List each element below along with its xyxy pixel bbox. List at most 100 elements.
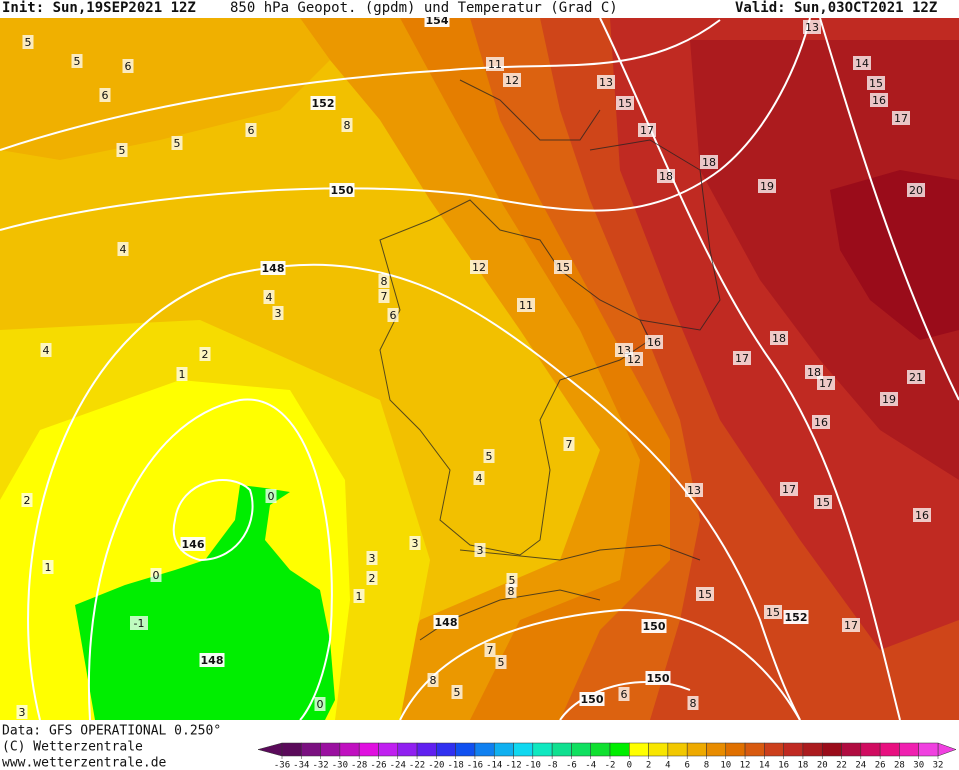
geopotential-label-box <box>199 653 225 667</box>
colorbar-swatch <box>281 742 302 757</box>
colorbar-swatch <box>667 742 688 757</box>
temperature-label: 12 <box>470 260 488 274</box>
temperature-label: 2 <box>21 493 33 507</box>
colorbar-tick-label: 2 <box>646 761 651 770</box>
temperature-label-box <box>758 179 776 193</box>
geopotential-label-text: 146 <box>182 538 205 551</box>
colorbar-tick-label: -32 <box>312 761 328 770</box>
temperature-label: 16 <box>812 415 830 429</box>
temperature-label-text: 1 <box>45 561 52 574</box>
temperature-label-text: 16 <box>872 94 886 107</box>
temperature-label: 4 <box>117 242 129 256</box>
temperature-label-box <box>265 489 277 503</box>
geopotential-label-box <box>579 692 605 706</box>
temperature-label-box <box>907 183 925 197</box>
temperature-label: 1 <box>353 589 365 603</box>
temperature-label-text: 4 <box>43 344 50 357</box>
colorbar-tick-label: -18 <box>448 761 464 770</box>
colorbar-swatch <box>474 742 495 757</box>
contour <box>0 19 721 151</box>
colorbar-tick-label: -4 <box>585 761 596 770</box>
temperature-label-text: 12 <box>472 261 486 274</box>
temperature-label-box <box>378 289 390 303</box>
temperature-label: 3 <box>16 705 28 719</box>
colorbar-swatch <box>744 742 765 757</box>
temperature-label-box <box>616 96 634 110</box>
temperature-label: 15 <box>616 96 634 110</box>
temperature-label: 17 <box>733 351 751 365</box>
temperature-label-box <box>892 111 910 125</box>
temperature-label-box <box>506 573 518 587</box>
temperature-label-box <box>484 643 496 657</box>
temperature-label: 5 <box>71 54 83 68</box>
temperature-label: 12 <box>625 352 643 366</box>
colorbar-tick-label: 14 <box>759 761 770 770</box>
temperature-label: 5 <box>506 573 518 587</box>
geopotential-label-box <box>645 671 671 685</box>
temperature-label: 7 <box>563 437 575 451</box>
temperature-label-box <box>880 392 898 406</box>
geopotential-label-box <box>329 183 355 197</box>
temperature-label-text: 2 <box>24 494 31 507</box>
temperature-label-box <box>341 118 353 132</box>
temperature-label-text: 18 <box>807 366 821 379</box>
temperature-label-text: 12 <box>627 353 641 366</box>
temperature-label-text: 3 <box>477 544 484 557</box>
temperature-label: 3 <box>272 306 284 320</box>
temperature-label-box <box>803 20 821 34</box>
temperature-label: 13 <box>685 483 703 497</box>
temperature-label: 6 <box>618 687 630 701</box>
temperature-label-box <box>199 347 211 361</box>
colorbar-tick-label: 10 <box>720 761 731 770</box>
temperature-label: 11 <box>486 57 504 71</box>
temperature-label: 11 <box>517 298 535 312</box>
temperature-label-text: 8 <box>508 585 515 598</box>
temperature-label-box <box>122 59 134 73</box>
temperature-label-text: 16 <box>647 336 661 349</box>
temperature-label-text: 21 <box>909 371 923 384</box>
colorbar-swatch <box>532 742 553 757</box>
temperature-label-text: 17 <box>844 619 858 632</box>
temperature-label-box <box>597 75 615 89</box>
website: www.wetterzentrale.de <box>2 756 167 770</box>
temperature-label-box <box>618 687 630 701</box>
temperature-label-text: 8 <box>430 674 437 687</box>
header-band <box>0 0 959 17</box>
temperature-label: 17 <box>638 123 656 137</box>
temperature-label: 16 <box>645 335 663 349</box>
temperature-label: 6 <box>245 123 257 137</box>
colorbar-swatch <box>899 742 919 757</box>
geopotential-label-text: 154 <box>426 14 449 27</box>
temperature-label-box <box>764 605 782 619</box>
temperature-label-text: 2 <box>369 572 376 585</box>
colorbar-swatch <box>879 742 900 757</box>
geopotential-label: 150 <box>645 671 671 685</box>
colorbar-swatch <box>590 742 611 757</box>
colorbar-tick-label: 8 <box>704 761 709 770</box>
temperature-label: 13 <box>803 20 821 34</box>
border <box>459 79 601 141</box>
colorbar-swatch <box>339 742 360 757</box>
temperature-label-text: 15 <box>766 606 780 619</box>
valid-time: Valid: Sun,03OCT2021 12Z <box>735 0 937 16</box>
colorbar-tick-label: -2 <box>605 761 616 770</box>
temperature-label: 15 <box>696 587 714 601</box>
temperature-label-text: 17 <box>894 112 908 125</box>
temperature-label-text: 6 <box>390 309 397 322</box>
temperature-label-text: 15 <box>816 496 830 509</box>
temperature-label-box <box>817 376 835 390</box>
border <box>459 544 701 561</box>
temperature-label-box <box>554 260 572 274</box>
geopotential-label-box <box>260 261 286 275</box>
temperature-label-box <box>770 331 788 345</box>
temperature-label: 5 <box>483 449 495 463</box>
temperature-label-box <box>171 136 183 150</box>
temperature-label-text: 8 <box>381 275 388 288</box>
temperature-label: 0 <box>314 697 326 711</box>
geopotential-contours <box>0 17 959 721</box>
temperature-label-text: 17 <box>819 377 833 390</box>
temperature-label-text: 4 <box>120 243 127 256</box>
geopotential-label-box <box>180 537 206 551</box>
colorbar-swatch <box>455 742 476 757</box>
temperature-label-text: 4 <box>266 291 273 304</box>
